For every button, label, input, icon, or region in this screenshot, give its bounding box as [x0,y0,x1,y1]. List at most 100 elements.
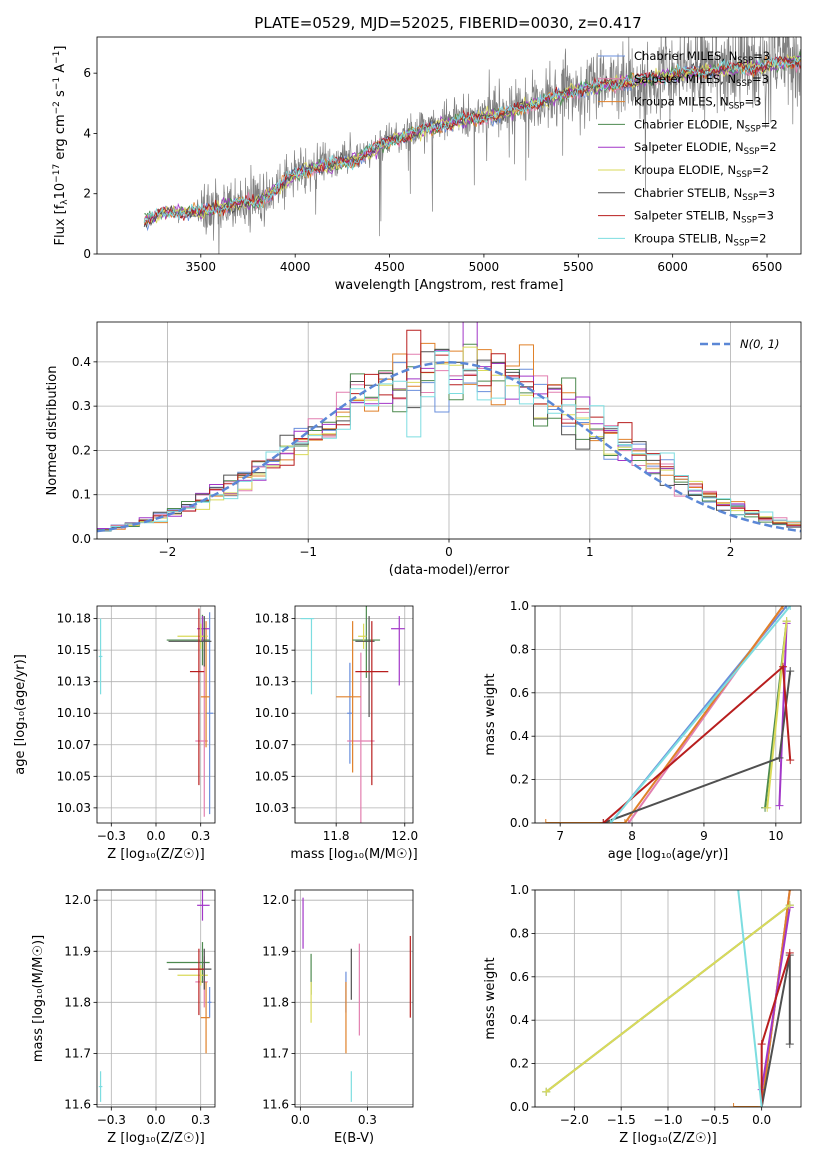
errorbar-point-9 [98,618,103,695]
x-tick-label: 6000 [657,260,688,274]
legend-label: Kroupa STELIB, NSSP=2 [634,231,766,248]
errorbar-point-6 [177,623,208,649]
errorbar-point-3 [200,981,210,1054]
y-tick-label: 10.03 [255,801,289,815]
weight-line-5 [778,623,788,806]
legend-label-main: Salpeter ELODIE, N [634,140,744,154]
errorbar-point-6 [177,965,208,986]
x-tick-label: −0.3 [97,829,126,843]
x-tick-label: 11.8 [323,829,350,843]
x-tick-label: −1.5 [607,1113,636,1127]
normal-reference-curve [97,361,801,533]
legend-label-end: =3 [752,72,769,86]
y-tick-label: 10.13 [57,675,91,689]
y-tick-label: 0.0 [510,1100,529,1114]
y-tick-label: 10.10 [255,706,289,720]
y-tick-label: 10.18 [255,612,289,626]
legend-label-main: Kroupa ELODIE, N [634,163,736,177]
panel-weight-vs-Z: −2.0 −1.5 −1.0 −0.5 0.0 0.0 0.2 0.4 0.6 0.8 1.0 Z [… [483,883,802,1146]
errorbar-point-8 [355,621,389,786]
x-tick-label: 0.3 [191,1113,210,1127]
errorbar-point-7 [168,616,212,667]
legend-label: Salpeter MILES, NSSP=3 [634,72,769,89]
errorbar-point-4 [352,606,381,678]
x-tick-label: −0.3 [97,1113,126,1127]
y-tick-label: 11.7 [262,1046,289,1060]
y-axis-label-part: 10 [53,183,68,200]
x-tick-label: 0.0 [146,829,165,843]
y-tick-label: 10.07 [255,738,289,752]
y-tick-label: 6 [83,66,91,80]
x-axis-label: wavelength [Angstrom, rest frame] [335,278,564,293]
legend-label: Chabrier ELODIE, NSSP=2 [634,117,778,134]
axes-frame [96,36,802,255]
y-axis-label-part: A [53,64,68,77]
plot-area-mass-vs-ebv [302,897,411,1102]
panel-age-vs-mass: 11.8 12.0 10.03 10.05 10.07 10.10 10.13 10.15 10… [255,605,418,862]
legend-label: Kroupa MILES, NSSP=3 [634,95,761,112]
x-tick-label: 7 [556,829,564,843]
plot-area-spectrum [143,37,801,254]
x-axis-label: mass [log₁₀(M/M☉)] [290,847,417,862]
y-tick-label: 10.15 [57,643,91,657]
plot-area-age-vs-Z [98,608,214,817]
x-tick-label: −0.5 [700,1113,729,1127]
x-tick-label: −2.0 [560,1113,589,1127]
y-axis-label: mass weight [483,957,498,1039]
plot-area-weight-vs-age [541,606,795,823]
y-axis-label: Flux [fλ10−17 erg cm−2 s−1 A−1] [52,46,70,246]
legend-label-main: Salpeter STELIB, N [634,209,741,223]
y-tick-label: 11.6 [262,1097,289,1111]
y-axis-label-part: erg cm [53,114,68,163]
y-tick-label: 10.13 [255,675,289,689]
y-tick-label: 0.4 [510,729,529,743]
y-tick-label: 0.2 [72,443,91,457]
x-tick-label: 10 [768,829,783,843]
x-tick-label: 4000 [280,260,311,274]
legend-label-sub: SSP [741,216,757,226]
x-tick-label: −2 [159,545,177,559]
y-tick-label: 11.6 [64,1097,91,1111]
x-tick-label: 12.0 [391,829,418,843]
y-tick-label: 1.0 [510,883,529,897]
legend-label-end: =2 [760,140,777,154]
y-axis-label: mass [log₁₀(M/M☉)] [31,935,46,1062]
weight-line-9 [609,606,791,823]
legend-label-end: =3 [758,186,775,200]
legend-label-sub: SSP [745,124,761,134]
legend-label-sub: SSP [742,193,758,203]
panel-spectrum: 3500 4000 4500 5000 5500 6000 6500 0 2 4 6 waveleng… [52,36,802,293]
x-axis-label: age [log₁₀(age/yr)] [608,847,729,862]
legend-label-main: Kroupa STELIB, N [634,231,734,245]
weight-line-9 [737,890,763,1107]
y-tick-label: 0.0 [510,816,529,830]
y-axis-label: Normed distribution [45,366,60,496]
legend-label: Salpeter ELODIE, NSSP=2 [634,140,777,157]
legend-label-end: =3 [757,209,774,223]
y-axis-label-part: λ [60,199,70,205]
x-tick-label: 0.0 [146,1113,165,1127]
x-axis-label: E(B-V) [334,1131,374,1146]
y-tick-label: 0.6 [510,686,529,700]
x-axis-label: Z [log₁₀(Z/Z☉)] [619,1131,716,1146]
y-axis-label: mass weight [483,673,498,755]
x-tick-label: 3500 [186,260,217,274]
y-tick-label: 10.05 [255,769,289,783]
x-tick-label: 0.0 [291,1113,310,1127]
y-tick-label: 11.7 [64,1046,91,1060]
legend-label-end: =3 [753,49,770,63]
legend-label: Kroupa ELODIE, NSSP=2 [634,163,769,180]
y-tick-label: 0.8 [510,642,529,656]
y-axis-label-part: ] [53,46,68,51]
x-tick-label: 5000 [469,260,500,274]
plot-area-mass-vs-Z [98,890,212,1102]
y-tick-label: 10.10 [57,706,91,720]
x-tick-label: 2 [727,545,735,559]
weight-line-6 [545,904,791,1093]
y-tick-label: 11.8 [64,995,91,1009]
y-tick-label: 0.2 [510,1057,529,1071]
y-tick-label: 10.03 [57,801,91,815]
x-tick-label: −1 [299,545,317,559]
